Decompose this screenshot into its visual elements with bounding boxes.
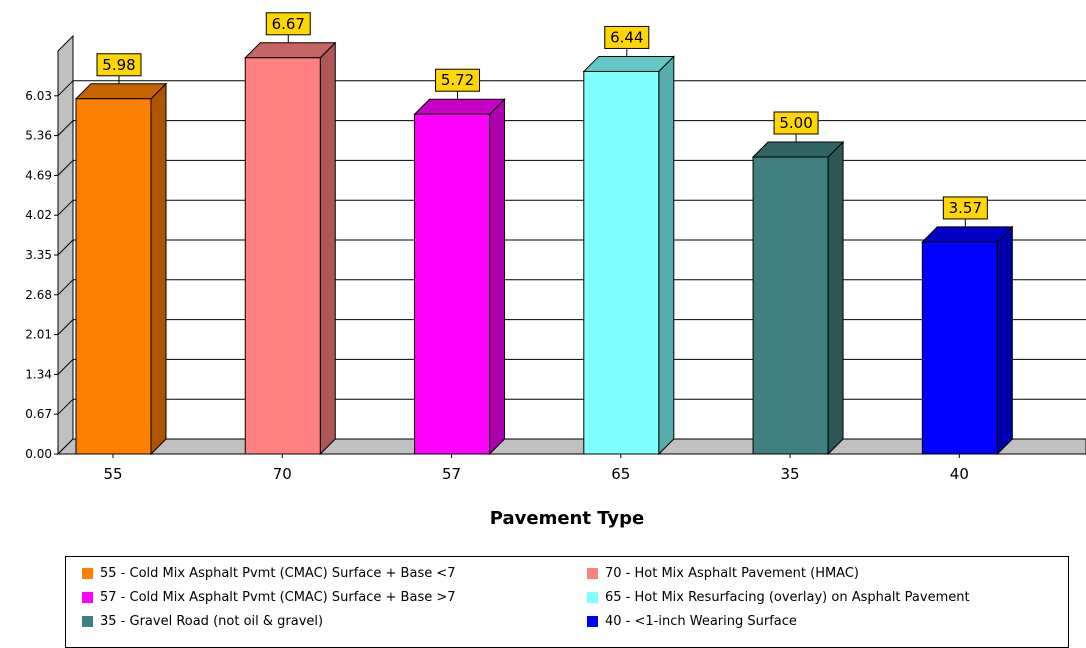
- legend-label: 65 - Hot Mix Resurfacing (overlay) on As…: [605, 589, 970, 605]
- legend-swatch: [587, 591, 598, 603]
- legend-label: 40 - <1-inch Wearing Surface: [605, 613, 797, 629]
- bar-side: [658, 55, 675, 456]
- legend-item: 40 - <1-inch Wearing Surface: [587, 612, 797, 630]
- legend-item: 65 - Hot Mix Resurfacing (overlay) on As…: [587, 588, 970, 606]
- y-tick-label: 2.01: [25, 328, 52, 342]
- data-label-box: [942, 196, 988, 220]
- bar-chart: 0.00 0.67 1.34 2.01 2.68 3.35 4.02 4.69 5.36 6.03…: [25, 12, 1086, 529]
- x-tick-label: 57: [442, 465, 461, 483]
- y-tick-label: 5.36: [25, 129, 52, 143]
- bar-side: [489, 98, 506, 456]
- data-labels: 5.98 6.67 5.72 6.44 5.00 3.57: [96, 12, 988, 227]
- legend-label: 35 - Gravel Road (not oil & gravel): [100, 613, 324, 629]
- bar-front: [583, 70, 660, 455]
- legend-swatch: [587, 615, 598, 627]
- x-axis-ticks: 55 70 57 65 35 40: [103, 454, 969, 483]
- gridline-diagonal: [57, 239, 74, 256]
- bar-front: [244, 57, 321, 455]
- data-label-box: [604, 25, 650, 49]
- data-label: 5.72: [441, 71, 474, 89]
- bar-top: [413, 98, 506, 115]
- gridline-diagonal: [57, 199, 74, 216]
- bar-side: [319, 41, 336, 456]
- bar-65: [582, 55, 676, 456]
- bar-top: [921, 226, 1014, 243]
- legend-label: 55 - Cold Mix Asphalt Pvmt (CMAC) Surfac…: [100, 565, 456, 581]
- x-tick-label: 55: [103, 465, 122, 483]
- left-wall: [57, 34, 74, 456]
- gridline-diagonal: [57, 279, 74, 296]
- legend-label: 70 - Hot Mix Asphalt Pavement (HMAC): [605, 565, 859, 581]
- legend-item: 57 - Cold Mix Asphalt Pvmt (CMAC) Surfac…: [82, 588, 456, 606]
- bar-40: [921, 225, 1014, 456]
- y-tick-label: 6.03: [25, 89, 52, 103]
- y-tick-label: 0.00: [25, 447, 52, 461]
- data-label-box: [265, 12, 311, 36]
- legend-swatch: [82, 567, 93, 579]
- bar-front: [921, 241, 998, 455]
- legend-item: 35 - Gravel Road (not oil & gravel): [82, 612, 323, 630]
- bar-front: [752, 156, 829, 455]
- gridline-diagonal: [57, 319, 74, 335]
- legend-swatch: [82, 615, 93, 627]
- bar-57: [413, 98, 506, 456]
- gridline-diagonal: [57, 80, 74, 97]
- bar-top: [582, 55, 676, 72]
- y-tick-label: 1.34: [25, 367, 52, 381]
- gridline-diagonal: [57, 398, 74, 415]
- data-label: 5.00: [779, 114, 812, 132]
- legend-swatch: [587, 567, 598, 579]
- data-label-box: [96, 53, 142, 77]
- gridlines: [57, 80, 1086, 415]
- y-tick-label: 4.69: [25, 168, 52, 182]
- x-axis-title: Pavement Type: [490, 508, 644, 529]
- y-tick-label: 0.67: [25, 407, 52, 421]
- y-tick-label: 2.68: [25, 288, 52, 302]
- bar-side: [150, 82, 167, 456]
- data-label: 6.44: [610, 28, 643, 46]
- bar-35: [751, 140, 845, 456]
- bar-70: [244, 41, 337, 456]
- data-label: 6.67: [272, 15, 305, 33]
- bar-top: [751, 141, 845, 158]
- bar-side: [996, 225, 1013, 456]
- data-label: 5.98: [102, 56, 135, 74]
- legend-item: 55 - Cold Mix Asphalt Pvmt (CMAC) Surfac…: [82, 564, 456, 582]
- data-label-box: [773, 111, 819, 135]
- x-tick-label: 70: [273, 465, 292, 483]
- data-label-box: [435, 68, 481, 92]
- x-tick-label: 65: [611, 465, 630, 483]
- bar-55: [74, 82, 168, 456]
- x-tick-label: 35: [781, 465, 800, 483]
- y-tick-label: 4.02: [25, 208, 52, 222]
- data-label: 3.57: [949, 199, 982, 217]
- y-tick-label: 3.35: [25, 248, 52, 262]
- gridline-diagonal: [57, 120, 74, 136]
- bar-top: [244, 42, 337, 59]
- bar-front: [75, 98, 152, 455]
- bars: [74, 41, 1014, 456]
- gridline-diagonal: [57, 160, 74, 176]
- chart-legend: 55 - Cold Mix Asphalt Pvmt (CMAC) Surfac…: [65, 556, 1069, 648]
- bar-top: [74, 83, 168, 100]
- y-axis-ticks: 0.00 0.67 1.34 2.01 2.68 3.35 4.02 4.69 5.36 6.03: [25, 51, 1086, 461]
- legend-swatch: [82, 591, 93, 603]
- legend-label: 57 - Cold Mix Asphalt Pvmt (CMAC) Surfac…: [100, 589, 456, 605]
- legend-item: 70 - Hot Mix Asphalt Pavement (HMAC): [587, 564, 859, 582]
- bar-side: [827, 140, 844, 456]
- gridline-diagonal: [57, 359, 74, 375]
- bar-front: [414, 113, 491, 455]
- x-tick-label: 40: [950, 465, 969, 483]
